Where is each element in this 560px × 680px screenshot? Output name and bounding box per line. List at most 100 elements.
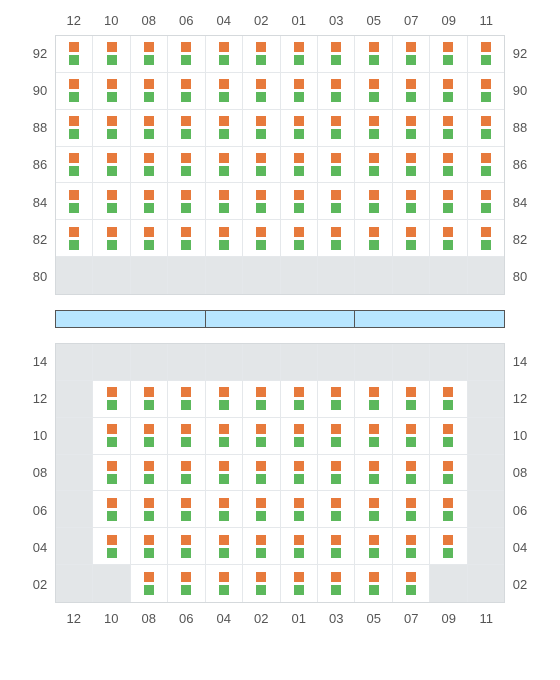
- port-cell[interactable]: [168, 110, 205, 147]
- port-cell[interactable]: [355, 491, 392, 528]
- port-cell[interactable]: [355, 147, 392, 184]
- port-cell[interactable]: [168, 36, 205, 73]
- port-cell[interactable]: [168, 418, 205, 455]
- port-cell[interactable]: [355, 381, 392, 418]
- port-cell[interactable]: [168, 73, 205, 110]
- port-cell[interactable]: [168, 183, 205, 220]
- port-cell[interactable]: [393, 565, 430, 602]
- port-cell[interactable]: [281, 565, 318, 602]
- port-cell[interactable]: [468, 36, 504, 73]
- port-cell[interactable]: [131, 381, 168, 418]
- port-cell[interactable]: [93, 110, 130, 147]
- port-cell[interactable]: [243, 110, 280, 147]
- port-cell[interactable]: [131, 183, 168, 220]
- port-cell[interactable]: [131, 110, 168, 147]
- port-cell[interactable]: [93, 491, 130, 528]
- port-cell[interactable]: [206, 220, 243, 257]
- port-cell[interactable]: [93, 418, 130, 455]
- port-cell[interactable]: [430, 418, 467, 455]
- port-cell[interactable]: [56, 36, 93, 73]
- port-cell[interactable]: [430, 220, 467, 257]
- port-cell[interactable]: [131, 418, 168, 455]
- port-cell[interactable]: [355, 183, 392, 220]
- port-cell[interactable]: [206, 110, 243, 147]
- port-cell[interactable]: [355, 220, 392, 257]
- port-cell[interactable]: [393, 110, 430, 147]
- port-cell[interactable]: [93, 528, 130, 565]
- port-cell[interactable]: [355, 73, 392, 110]
- port-cell[interactable]: [355, 565, 392, 602]
- port-cell[interactable]: [468, 110, 504, 147]
- port-cell[interactable]: [355, 418, 392, 455]
- port-cell[interactable]: [281, 528, 318, 565]
- port-cell[interactable]: [131, 36, 168, 73]
- port-cell[interactable]: [131, 491, 168, 528]
- port-cell[interactable]: [430, 455, 467, 492]
- port-cell[interactable]: [206, 183, 243, 220]
- port-cell[interactable]: [318, 110, 355, 147]
- port-cell[interactable]: [430, 110, 467, 147]
- port-cell[interactable]: [281, 418, 318, 455]
- port-cell[interactable]: [93, 381, 130, 418]
- port-cell[interactable]: [393, 455, 430, 492]
- port-cell[interactable]: [393, 183, 430, 220]
- port-cell[interactable]: [243, 381, 280, 418]
- port-cell[interactable]: [318, 455, 355, 492]
- port-cell[interactable]: [93, 147, 130, 184]
- port-cell[interactable]: [243, 418, 280, 455]
- port-cell[interactable]: [318, 183, 355, 220]
- port-cell[interactable]: [243, 491, 280, 528]
- port-cell[interactable]: [430, 491, 467, 528]
- port-cell[interactable]: [131, 73, 168, 110]
- port-cell[interactable]: [243, 565, 280, 602]
- port-cell[interactable]: [56, 220, 93, 257]
- port-cell[interactable]: [93, 36, 130, 73]
- port-cell[interactable]: [393, 381, 430, 418]
- port-cell[interactable]: [393, 491, 430, 528]
- port-cell[interactable]: [243, 455, 280, 492]
- port-cell[interactable]: [430, 183, 467, 220]
- port-cell[interactable]: [168, 528, 205, 565]
- port-cell[interactable]: [318, 36, 355, 73]
- port-cell[interactable]: [355, 110, 392, 147]
- port-cell[interactable]: [93, 183, 130, 220]
- port-cell[interactable]: [206, 36, 243, 73]
- port-cell[interactable]: [56, 73, 93, 110]
- port-cell[interactable]: [131, 147, 168, 184]
- port-cell[interactable]: [168, 455, 205, 492]
- port-cell[interactable]: [318, 73, 355, 110]
- port-cell[interactable]: [468, 220, 504, 257]
- port-cell[interactable]: [468, 73, 504, 110]
- port-cell[interactable]: [355, 36, 392, 73]
- port-cell[interactable]: [281, 381, 318, 418]
- port-cell[interactable]: [131, 528, 168, 565]
- port-cell[interactable]: [168, 565, 205, 602]
- port-cell[interactable]: [281, 147, 318, 184]
- port-cell[interactable]: [206, 147, 243, 184]
- port-cell[interactable]: [393, 147, 430, 184]
- port-cell[interactable]: [206, 73, 243, 110]
- port-cell[interactable]: [393, 418, 430, 455]
- port-cell[interactable]: [468, 147, 504, 184]
- port-cell[interactable]: [131, 565, 168, 602]
- port-cell[interactable]: [430, 147, 467, 184]
- port-cell[interactable]: [168, 491, 205, 528]
- port-cell[interactable]: [281, 491, 318, 528]
- port-cell[interactable]: [281, 455, 318, 492]
- port-cell[interactable]: [243, 73, 280, 110]
- port-cell[interactable]: [355, 455, 392, 492]
- port-cell[interactable]: [430, 381, 467, 418]
- port-cell[interactable]: [281, 183, 318, 220]
- port-cell[interactable]: [168, 147, 205, 184]
- port-cell[interactable]: [168, 220, 205, 257]
- port-cell[interactable]: [393, 73, 430, 110]
- port-cell[interactable]: [393, 36, 430, 73]
- port-cell[interactable]: [468, 183, 504, 220]
- port-cell[interactable]: [131, 455, 168, 492]
- port-cell[interactable]: [93, 455, 130, 492]
- port-cell[interactable]: [206, 491, 243, 528]
- port-cell[interactable]: [93, 220, 130, 257]
- port-cell[interactable]: [206, 455, 243, 492]
- port-cell[interactable]: [318, 528, 355, 565]
- port-cell[interactable]: [243, 147, 280, 184]
